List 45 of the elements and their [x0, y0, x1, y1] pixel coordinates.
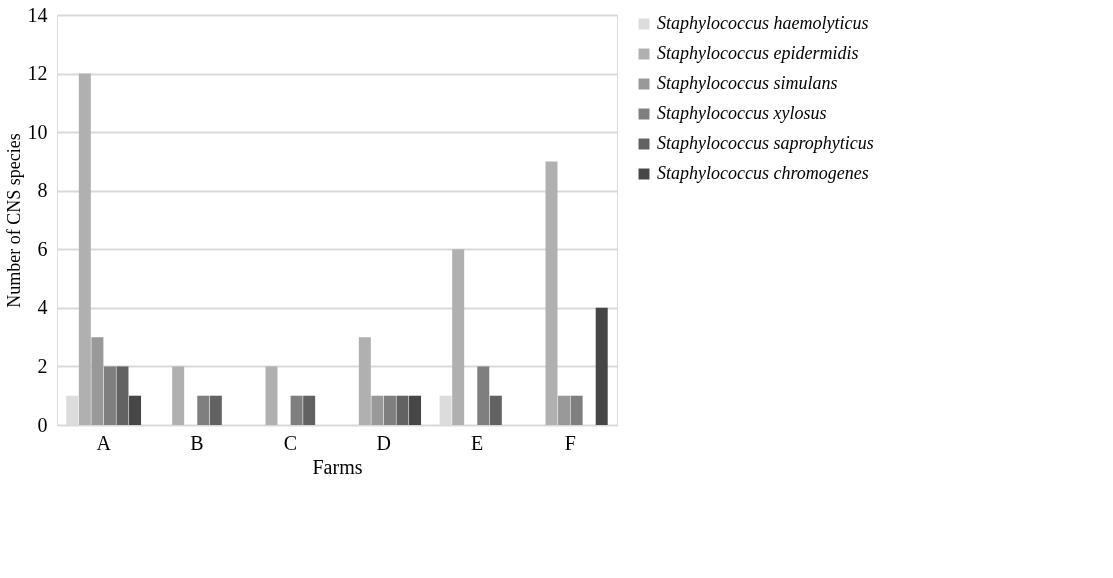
bar	[409, 395, 422, 425]
legend-label: Staphylococcus simulans	[657, 73, 838, 93]
bar	[91, 337, 104, 425]
y-tick-label: 2	[37, 354, 48, 377]
x-tick-label: A	[96, 431, 112, 454]
bar	[358, 337, 371, 425]
x-tick-label: F	[564, 431, 576, 454]
bar	[558, 395, 571, 425]
y-tick-label: 8	[37, 179, 48, 202]
legend-label: Staphylococcus haemolyticus	[657, 13, 869, 33]
bar	[570, 395, 583, 425]
bar	[129, 395, 142, 425]
y-tick-label: 0	[37, 413, 48, 436]
y-tick-label: 12	[27, 62, 48, 85]
y-tick-label: 14	[27, 3, 48, 26]
bar	[545, 161, 558, 425]
bar	[489, 395, 502, 425]
bar	[78, 73, 91, 425]
y-tick-label: 10	[27, 120, 48, 143]
bar	[371, 395, 384, 425]
bar	[452, 249, 465, 425]
x-tick-label: D	[376, 431, 391, 454]
legend-label: Staphylococcus xylosus	[657, 103, 827, 123]
x-tick-label: C	[283, 431, 298, 454]
bar	[209, 395, 222, 425]
bar	[383, 395, 396, 425]
x-tick-label: E	[470, 431, 484, 454]
bar	[265, 366, 278, 425]
bar	[595, 307, 608, 425]
bar	[103, 366, 116, 425]
bar	[290, 395, 303, 425]
legend-label: Staphylococcus epidermidis	[657, 43, 859, 63]
bar	[116, 366, 129, 425]
bar	[172, 366, 185, 425]
y-tick-label: 4	[37, 296, 48, 319]
y-tick-label: 6	[37, 237, 48, 260]
bar	[477, 366, 490, 425]
bar	[396, 395, 409, 425]
legend-label: Staphylococcus chromogenes	[657, 163, 869, 183]
y-axis-title: Number of CNS species	[3, 133, 24, 308]
legend-label: Staphylococcus saprophyticus	[657, 133, 874, 153]
bar	[303, 395, 316, 425]
bar	[197, 395, 210, 425]
x-axis-title: Farms	[312, 455, 363, 478]
x-tick-label: B	[190, 431, 204, 454]
